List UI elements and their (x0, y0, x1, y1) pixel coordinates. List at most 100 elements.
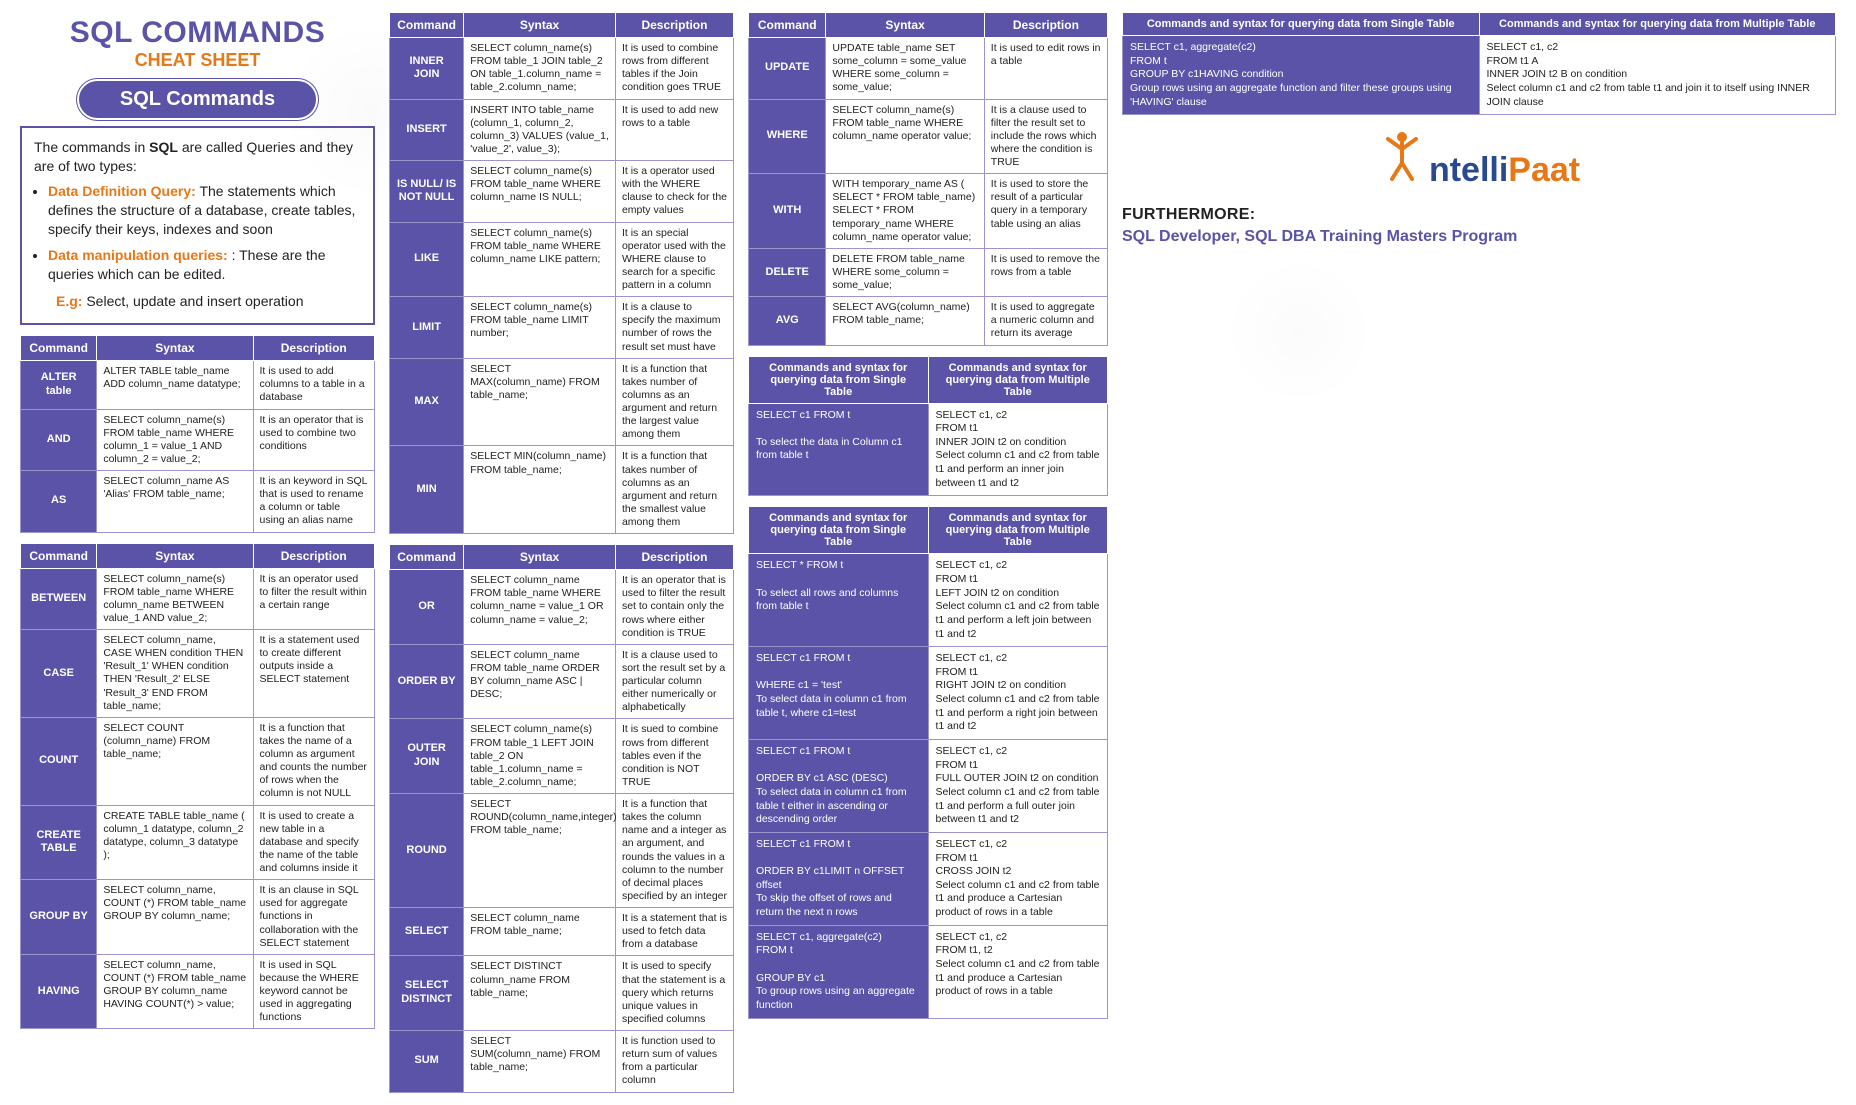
cmd-syntax: SELECT column_name(s) FROM table_name WH… (97, 409, 253, 471)
table-row: ANDSELECT column_name(s) FROM table_name… (21, 409, 375, 471)
eg-body: Select, update and insert operation (86, 293, 303, 309)
table-row: AVGSELECT AVG(column_name) FROM table_na… (749, 297, 1108, 345)
table-row: UPDATEUPDATE table_name SET some_column … (749, 38, 1108, 100)
cmd-syntax: SELECT column_name(s) FROM table_1 LEFT … (464, 719, 616, 794)
multiple-table-cell: SELECT c1, c2 FROM t1, t2 Select column … (928, 925, 1108, 1018)
intro-box: The commands in SQL are called Queries a… (20, 126, 375, 325)
cmd-syntax: SELECT MAX(column_name) FROM table_name; (464, 358, 616, 446)
cmd-syntax: SELECT column_name(s) FROM table_name WH… (464, 161, 616, 223)
bullet-dmq: Data manipulation queries: : These are t… (48, 246, 361, 284)
logo-text: ntelliPaat (1429, 151, 1580, 189)
cmd-syntax: UPDATE table_name SET some_column = some… (826, 38, 984, 100)
cmd-syntax: SELECT column_name FROM table_name ORDER… (464, 644, 616, 719)
cmd-desc: It is an special operator used with the … (615, 222, 733, 297)
cmd-desc: It is used in SQL because the WHERE keyw… (253, 954, 374, 1029)
cmd-name: LIMIT (390, 297, 464, 359)
cmd-syntax: SELECT column_name AS 'Alias' FROM table… (97, 471, 253, 533)
table-row: BETWEENSELECT column_name(s) FROM table_… (21, 568, 375, 630)
cmd-syntax: SELECT DISTINCT column_name FROM table_n… (464, 956, 616, 1031)
table-g: Commands and syntax for querying data fr… (748, 506, 1108, 1018)
cmd-name: BETWEEN (21, 568, 97, 630)
cmd-desc: It is an clause in SQL used for aggregat… (253, 880, 374, 955)
single-table-cell: SELECT c1, aggregate(c2) FROM t GROUP BY… (1123, 36, 1480, 115)
table-row: ALTER tableALTER TABLE table_name ADD co… (21, 361, 375, 409)
cmd-name: AVG (749, 297, 826, 345)
cmd-syntax: INSERT INTO table_name (column_1, column… (464, 99, 616, 161)
cmd-name: COUNT (21, 717, 97, 805)
table-d: Command Syntax Description ORSELECT colu… (389, 544, 734, 1092)
table-row: CREATE TABLECREATE TABLE table_name ( co… (21, 805, 375, 880)
cmd-syntax: SELECT column_name FROM table_name; (464, 908, 616, 956)
table-row: DELETEDELETE FROM table_name WHERE some_… (749, 248, 1108, 296)
cmd-desc: It is used to remove the rows from a tab… (984, 248, 1107, 296)
table-row: OUTER JOINSELECT column_name(s) FROM tab… (390, 719, 734, 794)
cmd-syntax: SELECT column_name(s) FROM table_name WH… (97, 568, 253, 630)
cmd-syntax: SELECT column_name, CASE WHEN condition … (97, 630, 253, 718)
cmd-name: MAX (390, 358, 464, 446)
table-row: SUMSELECT SUM(column_name) FROM table_na… (390, 1031, 734, 1093)
program-link[interactable]: SQL Developer, SQL DBA Training Masters … (1122, 228, 1836, 246)
single-table-cell: SELECT c1 FROM t ORDER BY c1LIMIT n OFFS… (749, 832, 929, 925)
cmd-desc: It is used to edit rows in a table (984, 38, 1107, 100)
cmd-syntax: SELECT MIN(column_name) FROM table_name; (464, 446, 616, 534)
cmd-name: MIN (390, 446, 464, 534)
cmd-syntax: SELECT SUM(column_name) FROM table_name; (464, 1031, 616, 1093)
cmd-name: CREATE TABLE (21, 805, 97, 880)
table-row: SELECT c1 FROM t ORDER BY c1 ASC (DESC) … (749, 740, 1108, 833)
cmd-desc: It is a function that takes the name of … (253, 717, 374, 805)
table-e: Command Syntax Description UPDATEUPDATE … (748, 12, 1108, 346)
cmd-desc: It is a function that takes number of co… (615, 358, 733, 446)
page-title: SQL COMMANDS (20, 16, 375, 50)
table-row: SELECT c1, aggregate(c2) FROM t GROUP BY… (1123, 36, 1836, 115)
cmd-name: SELECT (390, 908, 464, 956)
table-row: SELECT c1 FROM t ORDER BY c1LIMIT n OFFS… (749, 832, 1108, 925)
cmd-syntax: SELECT column_name, COUNT (*) FROM table… (97, 954, 253, 1029)
table-b: Command Syntax Description BETWEENSELECT… (20, 543, 375, 1030)
table-f: Commands and syntax for querying data fr… (748, 356, 1108, 497)
cmd-desc: It is an keyword in SQL that is used to … (253, 471, 374, 533)
cmd-name: WHERE (749, 99, 826, 174)
cmd-desc: It is used to create a new table in a da… (253, 805, 374, 880)
table-h: Commands and syntax for querying data fr… (1122, 12, 1836, 115)
cmd-name: UPDATE (749, 38, 826, 100)
cmd-desc: It is used to store the result of a part… (984, 174, 1107, 249)
single-table-cell: SELECT c1 FROM t To select the data in C… (749, 403, 929, 496)
cmd-desc: It is sued to combine rows from differen… (615, 719, 733, 794)
table-row: GROUP BYSELECT column_name, COUNT (*) FR… (21, 880, 375, 955)
table-row: ROUNDSELECT ROUND(column_name,integer) F… (390, 794, 734, 908)
furthermore-label: FURTHERMORE: (1122, 206, 1836, 224)
multiple-table-cell: SELECT c1, c2 FROM t1 INNER JOIN t2 on c… (928, 403, 1108, 496)
table-row: INSERTINSERT INTO table_name (column_1, … (390, 99, 734, 161)
cmd-name: INSERT (390, 99, 464, 161)
table-row: SELECT * FROM t To select all rows and c… (749, 554, 1108, 647)
cmd-name: ROUND (390, 794, 464, 908)
cmd-syntax: SELECT AVG(column_name) FROM table_name; (826, 297, 984, 345)
table-c: Command Syntax Description INNER JOINSEL… (389, 12, 734, 534)
cmd-desc: It is used to add new rows to a table (615, 99, 733, 161)
cmd-desc: It is a function that takes the column n… (615, 794, 733, 908)
table-a: Command Syntax Description ALTER tableAL… (20, 335, 375, 532)
cmd-name: AND (21, 409, 97, 471)
cmd-desc: It is a function that takes number of co… (615, 446, 733, 534)
cmd-desc: It is function used to return sum of val… (615, 1031, 733, 1093)
cmd-desc: It is a statement that is used to fetch … (615, 908, 733, 956)
multiple-table-cell: SELECT c1, c2 FROM t1 A INNER JOIN t2 B … (1479, 36, 1836, 115)
cmd-syntax: SELECT column_name FROM table_name WHERE… (464, 570, 616, 645)
table-row: WITHWITH temporary_name AS ( SELECT * FR… (749, 174, 1108, 249)
cmd-name: GROUP BY (21, 880, 97, 955)
table-row: MAXSELECT MAX(column_name) FROM table_na… (390, 358, 734, 446)
cmd-desc: It is an operator used to filter the res… (253, 568, 374, 630)
multiple-table-cell: SELECT c1, c2 FROM t1 LEFT JOIN t2 on co… (928, 554, 1108, 647)
table-row: SELECT DISTINCTSELECT DISTINCT column_na… (390, 956, 734, 1031)
cmd-desc: It is used to specify that the statement… (615, 956, 733, 1031)
cmd-syntax: SELECT column_name(s) FROM table_name WH… (826, 99, 984, 174)
table-row: ORDER BYSELECT column_name FROM table_na… (390, 644, 734, 719)
cmd-name: ALTER table (21, 361, 97, 409)
cmd-name: SELECT DISTINCT (390, 956, 464, 1031)
table-row: SELECT c1, aggregate(c2) FROM t GROUP BY… (749, 925, 1108, 1018)
table-row: MINSELECT MIN(column_name) FROM table_na… (390, 446, 734, 534)
single-table-cell: SELECT c1 FROM t ORDER BY c1 ASC (DESC) … (749, 740, 929, 833)
cmd-syntax: ALTER TABLE table_name ADD column_name d… (97, 361, 253, 409)
single-table-cell: SELECT c1, aggregate(c2) FROM t GROUP BY… (749, 925, 929, 1018)
cmd-syntax: SELECT column_name(s) FROM table_name LI… (464, 297, 616, 359)
